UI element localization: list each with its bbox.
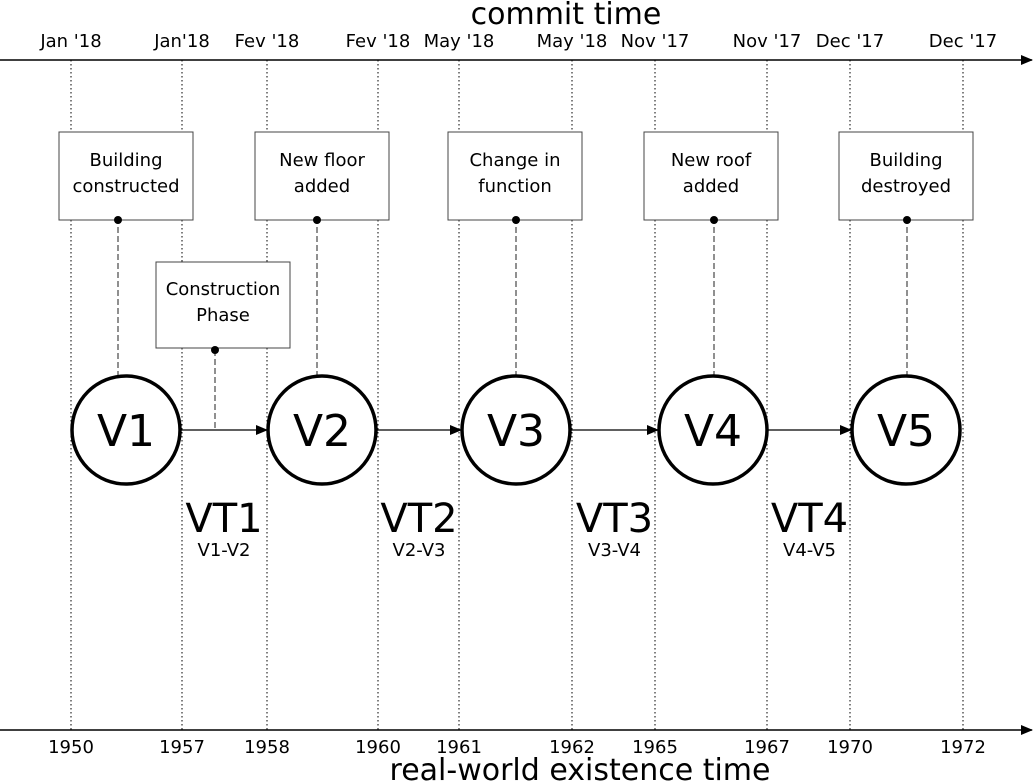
event-box: Building destroyed [838,131,974,376]
commit-tick-label: Jan'18 [153,31,210,52]
event-boxes: Building constructed New floor added Change … [58,131,974,376]
real-world-tick-label: 1950 [48,737,94,758]
event-label: function [478,176,552,197]
transition-range: V1-V2 [198,540,251,561]
real-world-tick-label: 1958 [244,737,290,758]
version-circle [460,374,572,486]
real-world-time-axis-title: real-world existence time [390,753,771,784]
construction-box-frame [155,261,291,349]
version-label: V5 [877,406,935,457]
event-label: added [294,176,350,197]
transition-label: VT1 [185,496,262,542]
real-world-tick-label: 1960 [355,737,401,758]
real-world-time-ticks: 1950 1957 1958 1960 1961 1962 1965 1967 1970 1972 [48,737,986,758]
version-circle [70,374,182,486]
transition-label: VT4 [771,496,848,542]
commit-tick-label: May '18 [424,31,495,52]
version-circle [266,374,378,486]
version-label: V4 [684,406,742,457]
construction-phase-box: Construction Phase [155,261,291,430]
event-label: New roof [671,150,752,171]
version-circle [657,374,769,486]
event-anchor-dot [710,216,718,224]
commit-tick-label: Dec '17 [816,31,884,52]
transition-range: V3-V4 [588,540,641,561]
version-node: V4 [657,374,769,486]
event-label: Change in [469,150,560,171]
commit-tick-label: Nov '17 [621,31,690,52]
transition-label: VT2 [380,496,457,542]
commit-tick-label: May '18 [537,31,608,52]
version-node: V5 [850,374,962,486]
transition-range: V2-V3 [393,540,446,561]
event-box-frame [643,131,779,221]
commit-tick-label: Fev '18 [346,31,411,52]
transition-range: V4-V5 [783,540,836,561]
commit-time-ticks: Jan '18 Jan'18 Fev '18 Fev '18 May '18 May '1… [39,31,997,52]
event-box: New roof added [643,131,779,376]
event-box: Building constructed [58,131,194,376]
version-circle [850,374,962,486]
construction-label: Phase [196,305,250,326]
event-anchor-dot [903,216,911,224]
version-node: V2 [266,374,378,486]
version-node: V3 [460,374,572,486]
event-box: Change in function [447,131,583,376]
commit-tick-label: Nov '17 [733,31,802,52]
version-label: V3 [487,406,545,457]
event-anchor-dot [114,216,122,224]
event-box: New floor added [254,131,390,376]
version-nodes: V1 V2 V3 V4 V5 [70,374,962,486]
event-label: Building [89,150,162,171]
construction-label: Construction [166,279,281,300]
commit-tick-label: Dec '17 [929,31,997,52]
real-world-tick-label: 1965 [632,737,678,758]
construction-anchor-dot [211,346,219,354]
version-node: V1 [70,374,182,486]
event-label: Building [869,150,942,171]
real-world-tick-label: 1972 [940,737,986,758]
commit-tick-label: Jan '18 [39,31,101,52]
real-world-tick-label: 1967 [744,737,790,758]
real-world-tick-label: 1957 [159,737,205,758]
event-label: constructed [72,176,179,197]
commit-tick-label: Fev '18 [235,31,300,52]
real-world-tick-label: 1970 [827,737,873,758]
transition-label: VT3 [576,496,653,542]
event-box-frame [447,131,583,221]
version-label: V1 [97,406,155,457]
event-label: destroyed [861,176,951,197]
real-world-tick-label: 1961 [436,737,482,758]
real-world-tick-label: 1962 [549,737,595,758]
commit-time-axis-title: commit time [471,0,662,32]
event-anchor-dot [512,216,520,224]
event-box-frame [254,131,390,221]
version-label: V2 [293,406,351,457]
event-anchor-dot [313,216,321,224]
event-label: added [683,176,739,197]
event-box-frame [58,131,194,221]
event-box-frame [838,131,974,221]
event-label: New floor [279,150,365,171]
